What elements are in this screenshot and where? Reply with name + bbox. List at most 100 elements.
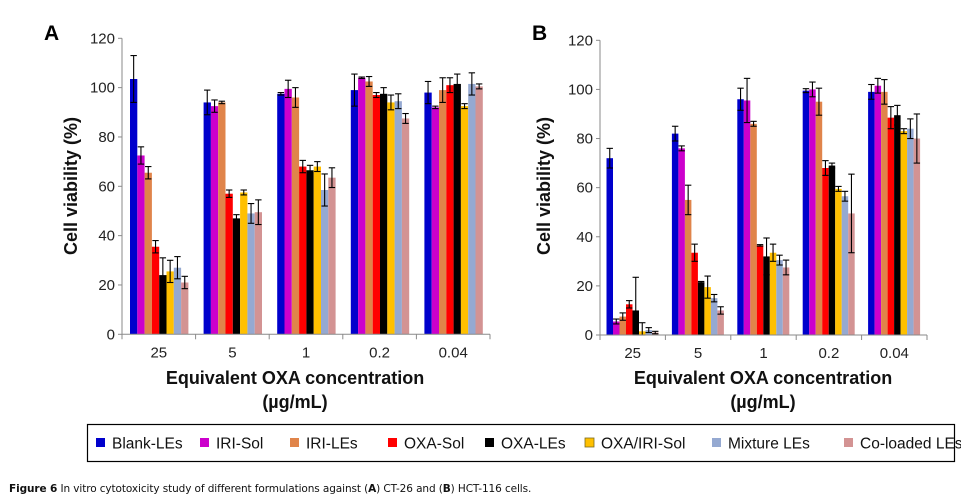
error-bar-iri-sol-25 — [137, 146, 145, 165]
bar-co-loaded-les-5 — [717, 310, 724, 335]
error-bar-iri-les-25 — [145, 166, 152, 180]
bar-oxa-sol-0-2 — [372, 95, 380, 335]
legend-label-oxa-iri-sol: OXA/IRI-Sol — [601, 436, 685, 453]
panel-a-x-axis-title: Equivalent OXA concentration — [166, 368, 424, 388]
error-bar-oxa-iri-sol-0-04 — [900, 128, 908, 135]
panel-b-x-axis-unit: (µg/mL) — [730, 392, 795, 412]
bar-mixture-les-1 — [321, 190, 329, 335]
error-bar-oxa-les-25 — [159, 257, 167, 293]
panel-a-chart: A 0 20 40 60 80 100 120 25 5 1 0.2 0.04 Cell viabi… — [44, 22, 491, 412]
y-tick-label: 100 — [90, 80, 115, 97]
bar-co-loaded-les-0-2 — [848, 213, 855, 335]
error-bar-iri-sol-0-2 — [358, 76, 365, 80]
y-tick-label: 0 — [107, 326, 115, 343]
bar-oxa-sol-25 — [151, 246, 160, 335]
y-tick-label: 40 — [98, 228, 115, 245]
error-bar-co-loaded-les-0-04 — [913, 113, 921, 164]
bar-mixture-les-0-2 — [841, 196, 849, 335]
bar-oxa-les-0-04 — [453, 83, 461, 335]
bar-oxa-sol-0-2 — [822, 168, 829, 335]
error-bar-iri-sol-1 — [743, 77, 751, 124]
panel-b-axes — [596, 39, 928, 340]
error-bar-oxa-sol-25 — [152, 240, 159, 254]
legend-swatch-oxa-les — [485, 438, 494, 447]
error-bar-oxa-iri-sol-0-04 — [461, 103, 468, 110]
bar-iri-sol-0-04 — [874, 85, 882, 335]
error-bar-mixture-les-1 — [321, 173, 328, 207]
bar-iri-les-1 — [750, 123, 757, 335]
bar-oxa-les-0-04 — [894, 115, 901, 335]
bar-iri-sol-25 — [137, 155, 145, 335]
y-tick-label: 60 — [98, 178, 115, 195]
error-bar-blank-les-5 — [671, 125, 679, 142]
panel-b-y-axis-title: Cell viability (%) — [534, 117, 554, 255]
error-bar-co-loaded-les-25 — [652, 330, 659, 335]
bar-iri-les-5 — [684, 199, 692, 335]
error-bar-iri-sol-0-04 — [874, 77, 882, 94]
bar-iri-les-0-2 — [365, 81, 373, 335]
error-bar-mixture-les-0-2 — [395, 93, 402, 110]
bar-iri-les-25 — [144, 172, 152, 335]
bar-oxa-iri-sol-0-2 — [387, 102, 395, 335]
bar-iri-les-0-2 — [815, 101, 823, 335]
caption-panel-a-ref: A — [368, 483, 377, 495]
bar-co-loaded-les-5 — [254, 212, 262, 335]
bar-co-loaded-les-0-04 — [475, 86, 483, 335]
error-bar-blank-les-0-2 — [802, 88, 810, 94]
bar-mixture-les-25 — [173, 267, 182, 335]
error-bar-mixture-les-5 — [710, 293, 718, 303]
error-bar-oxa-sol-0-04 — [446, 77, 454, 94]
error-bar-oxa-les-0-04 — [894, 104, 901, 126]
legend-label-iri-sol: IRI-Sol — [216, 436, 263, 453]
bar-iri-les-1 — [291, 97, 300, 335]
legend-swatch-oxa-sol — [388, 438, 397, 447]
panel-a-error-bars — [130, 55, 483, 293]
caption-text-1: In vitro cytotoxicity study of different… — [57, 483, 369, 495]
error-bar-blank-les-0-04 — [424, 80, 432, 105]
legend-items: Blank-LEs IRI-Sol IRI-LEs OXA-Sol OXA-LEs OXA… — [96, 436, 961, 453]
error-bar-oxa-les-5 — [697, 280, 705, 284]
caption-label: Figure 6 — [9, 483, 58, 495]
error-bar-oxa-sol-5 — [225, 189, 233, 198]
bar-oxa-sol-5 — [691, 252, 698, 335]
error-bar-oxa-les-1 — [306, 164, 314, 176]
legend-item-co-loaded-les: Co-loaded LEs — [844, 436, 961, 453]
bar-oxa-iri-sol-5 — [704, 287, 711, 335]
bar-iri-sol-0-2 — [809, 89, 816, 335]
error-bar-iri-les-5 — [218, 100, 226, 105]
error-bar-iri-les-0-04 — [881, 79, 888, 105]
bar-oxa-les-5 — [697, 282, 705, 335]
bar-blank-les-5 — [203, 102, 211, 335]
legend-label-blank-les: Blank-LEs — [112, 436, 183, 453]
error-bar-iri-sol-5 — [678, 145, 685, 152]
error-bar-blank-les-0-2 — [351, 73, 358, 107]
bar-mixture-les-5 — [710, 298, 718, 335]
y-tick-label: 80 — [576, 131, 593, 148]
y-tick-label: 0 — [585, 327, 593, 344]
error-bar-co-loaded-les-0-04 — [475, 83, 483, 90]
error-bar-co-loaded-les-5 — [255, 199, 262, 226]
error-bar-co-loaded-les-1 — [328, 167, 336, 189]
bar-oxa-les-0-2 — [828, 165, 836, 335]
bar-blank-les-0-04 — [424, 92, 432, 335]
error-bar-co-loaded-les-25 — [181, 275, 188, 290]
y-tick-label: 20 — [576, 278, 593, 295]
bar-oxa-les-0-2 — [380, 93, 388, 335]
error-bar-co-loaded-les-5 — [717, 306, 724, 315]
error-bar-oxa-sol-0-2 — [822, 160, 829, 176]
error-bar-oxa-les-0-2 — [380, 87, 387, 101]
error-bar-co-loaded-les-0-2 — [848, 173, 855, 254]
legend-item-iri-les: IRI-LEs — [290, 436, 358, 453]
bar-iri-sol-1 — [743, 100, 751, 335]
error-bar-iri-sol-0-04 — [432, 105, 439, 110]
error-bar-iri-sol-5 — [211, 99, 218, 113]
bar-oxa-iri-sol-25 — [166, 271, 174, 335]
legend-item-mixture-les: Mixture LEs — [712, 436, 810, 453]
bar-co-loaded-les-1 — [782, 267, 790, 335]
panel-b-x-tick-labels: 25 5 1 0.2 0.04 — [624, 345, 909, 362]
panel-a-y-tick-labels: 0 20 40 60 80 100 120 — [90, 30, 115, 343]
bar-mixture-les-0-2 — [394, 101, 402, 335]
error-bar-iri-sol-25 — [613, 318, 620, 325]
bar-iri-les-0-04 — [439, 90, 447, 335]
x-tick-label-1: 1 — [759, 345, 767, 362]
